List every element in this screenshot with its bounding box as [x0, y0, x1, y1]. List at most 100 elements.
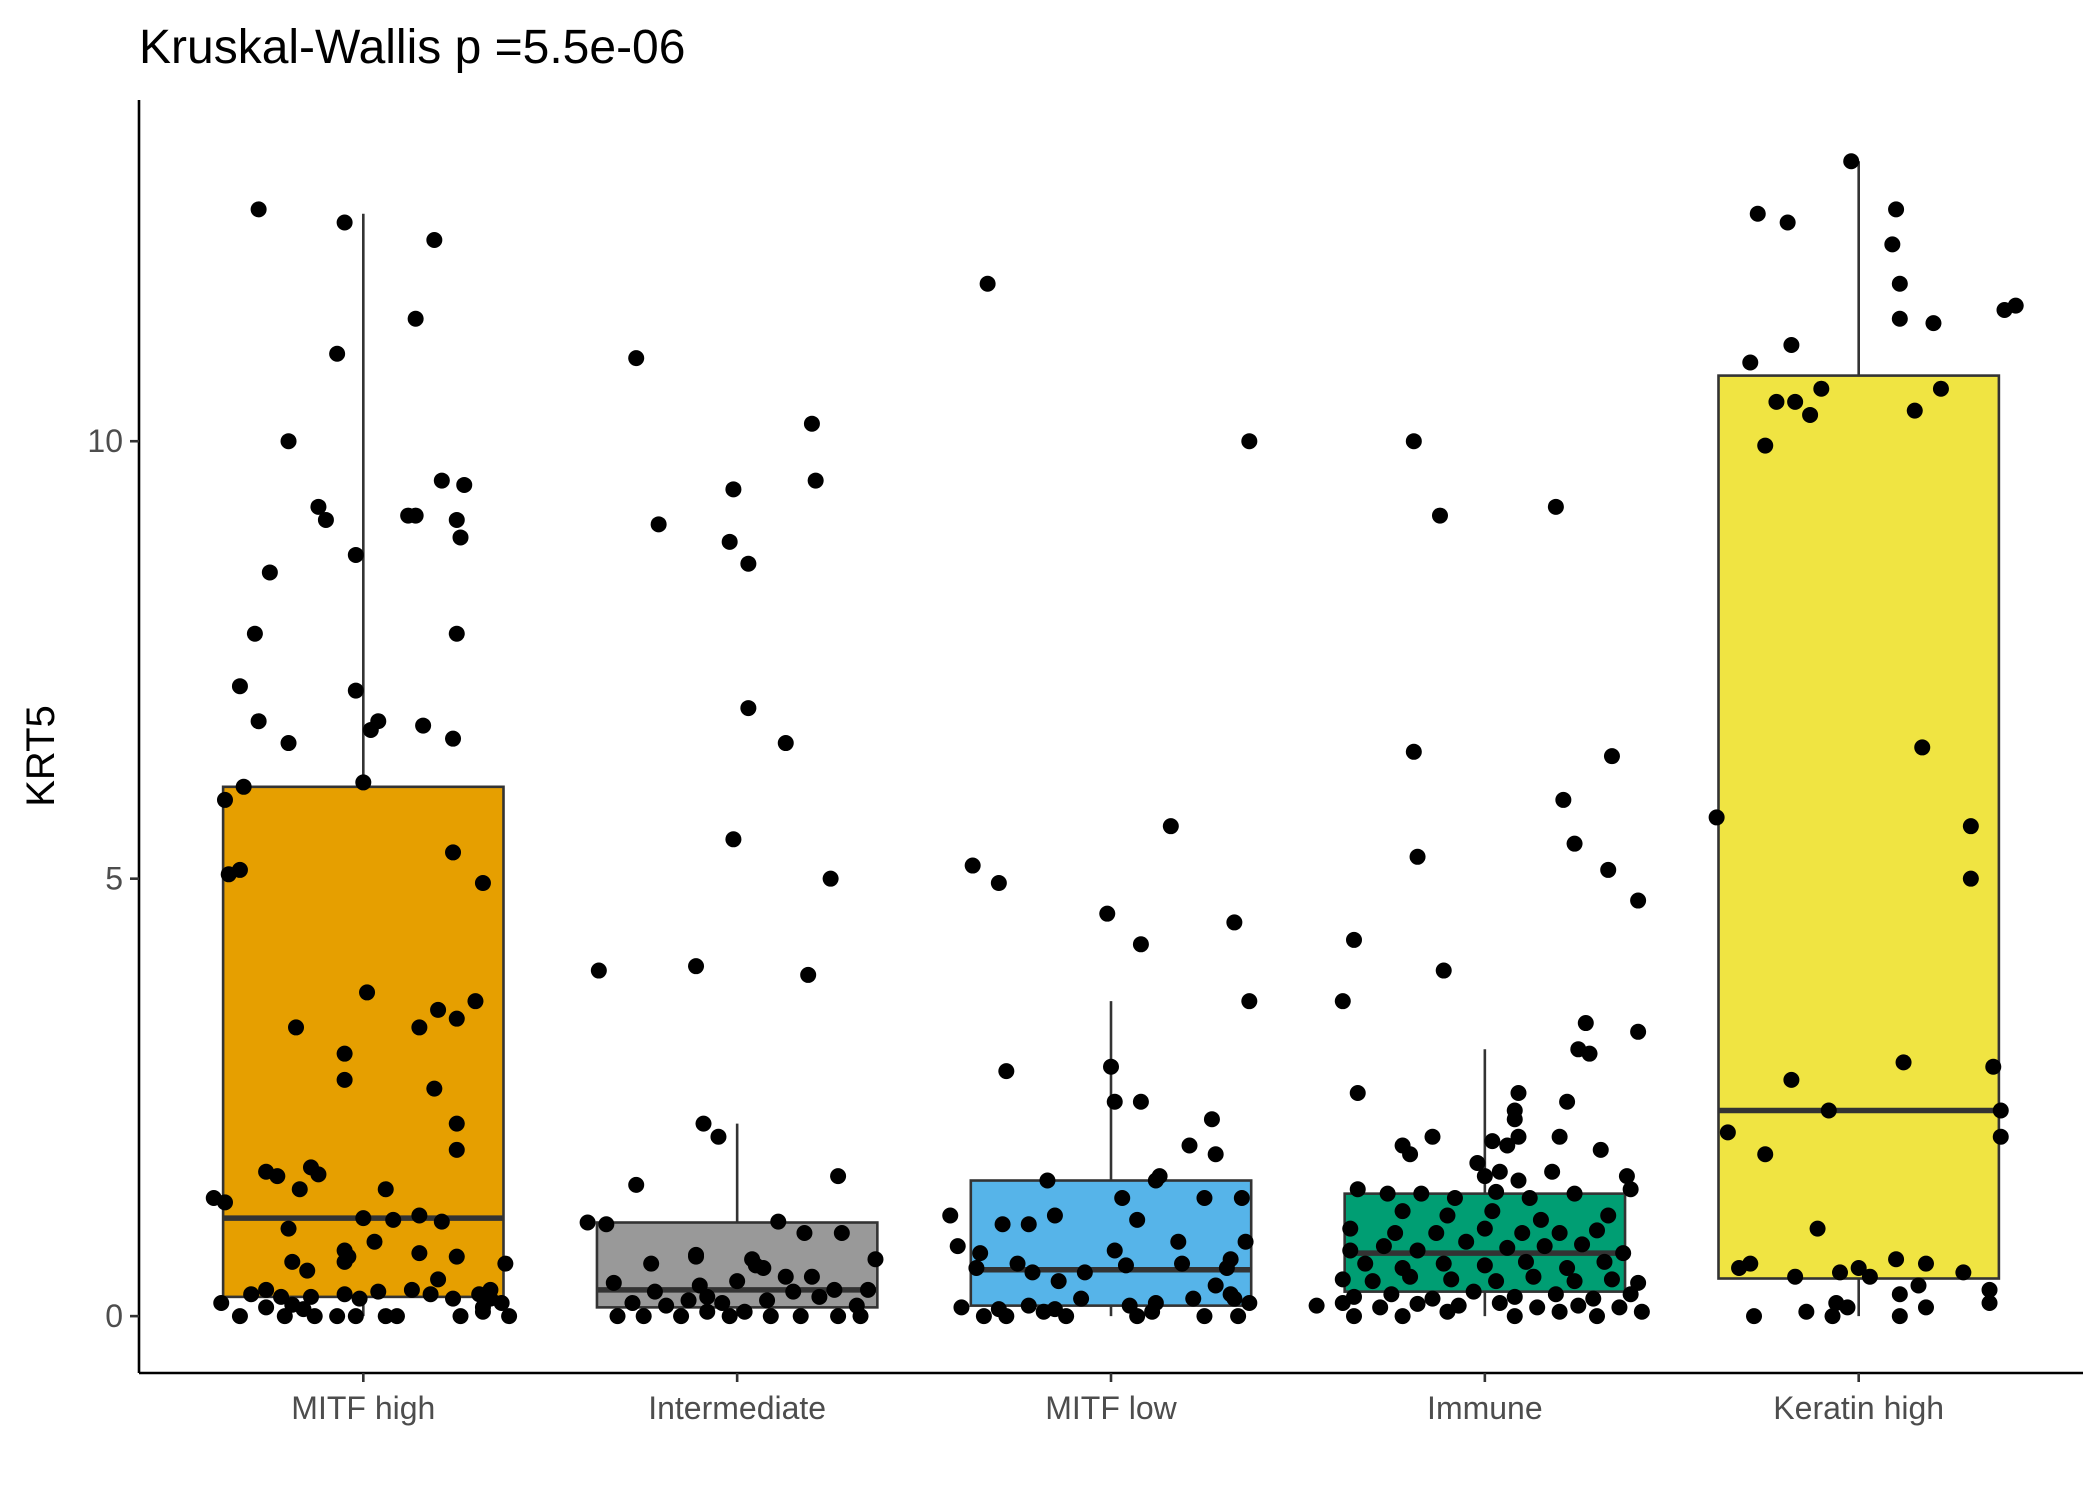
- data-point: [1207, 1146, 1224, 1163]
- data-point: [1719, 1124, 1736, 1141]
- data-point: [269, 1168, 286, 1185]
- data-point: [1439, 1207, 1456, 1224]
- data-point: [310, 498, 327, 515]
- data-point: [1615, 1245, 1632, 1262]
- data-point: [1962, 818, 1979, 835]
- data-point: [1891, 1308, 1908, 1325]
- data-point: [231, 678, 248, 695]
- data-point: [493, 1295, 510, 1312]
- data-point: [721, 1308, 738, 1325]
- data-point: [1409, 848, 1426, 865]
- data-point: [1346, 1308, 1362, 1325]
- data-point: [351, 1290, 368, 1307]
- data-point: [430, 1001, 447, 1018]
- data-point: [1559, 1093, 1576, 1110]
- data-point: [1465, 1283, 1482, 1300]
- data-point: [1308, 1297, 1325, 1314]
- data-point: [336, 214, 353, 231]
- data-point: [1630, 1274, 1647, 1291]
- data-point: [1585, 1290, 1602, 1307]
- data-point: [291, 1181, 308, 1198]
- data-point: [673, 1308, 690, 1325]
- data-point: [336, 1286, 353, 1303]
- data-point: [1484, 1133, 1501, 1150]
- data-point: [998, 1308, 1015, 1325]
- data-point: [852, 1308, 869, 1325]
- data-point: [1394, 1308, 1411, 1325]
- data-point: [1106, 1242, 1123, 1259]
- data-point: [1510, 1128, 1527, 1145]
- data-point: [691, 1277, 708, 1294]
- data-point: [777, 1268, 794, 1285]
- data-point: [1334, 1271, 1351, 1288]
- data-point: [1147, 1172, 1164, 1189]
- data-point: [377, 1181, 394, 1198]
- data-point: [1364, 1273, 1381, 1290]
- data-point: [990, 875, 1007, 892]
- data-point: [452, 529, 469, 546]
- data-point: [803, 415, 820, 432]
- data-point: [1992, 1128, 2009, 1145]
- data-point: [411, 1245, 428, 1262]
- data-point: [1843, 153, 1860, 170]
- data-point: [710, 1128, 727, 1145]
- data-point: [1798, 1303, 1815, 1320]
- data-point: [1484, 1203, 1501, 1220]
- data-point: [1476, 1257, 1493, 1274]
- data-point: [1476, 1220, 1493, 1237]
- data-point: [1618, 1168, 1635, 1185]
- data-point: [355, 1210, 372, 1227]
- data-point: [445, 730, 462, 747]
- data-point: [1566, 835, 1583, 852]
- data-point: [1073, 1290, 1090, 1307]
- data-point: [1633, 1303, 1650, 1320]
- data-point: [1106, 1093, 1123, 1110]
- data-point: [1409, 1242, 1426, 1259]
- data-point: [658, 1297, 675, 1314]
- data-point: [243, 1286, 260, 1303]
- data-point: [680, 1292, 697, 1309]
- data-point: [1230, 1308, 1247, 1325]
- data-point: [1058, 1308, 1075, 1325]
- data-point: [2007, 297, 2024, 314]
- data-point: [770, 1213, 787, 1230]
- data-point: [953, 1299, 970, 1316]
- data-point: [1435, 1255, 1452, 1272]
- data-point: [1020, 1216, 1037, 1233]
- data-point: [422, 1286, 439, 1303]
- data-point: [1458, 1233, 1475, 1250]
- data-point: [1114, 1190, 1131, 1207]
- data-point: [714, 1295, 731, 1312]
- data-point: [1428, 1225, 1445, 1242]
- data-point: [1547, 1286, 1564, 1303]
- data-point: [1099, 905, 1116, 922]
- data-point: [762, 1308, 779, 1325]
- data-point: [336, 1071, 353, 1088]
- data-point: [998, 1063, 1015, 1080]
- data-point: [833, 1225, 850, 1242]
- data-point: [1551, 1225, 1568, 1242]
- data-point: [1334, 1295, 1351, 1312]
- data-point: [628, 1176, 645, 1193]
- data-point: [1491, 1163, 1508, 1180]
- data-point: [1132, 1093, 1149, 1110]
- data-point: [975, 1308, 992, 1325]
- data-point: [1630, 892, 1647, 909]
- data-point: [366, 1233, 383, 1250]
- data-point: [643, 1255, 660, 1272]
- data-point: [792, 1308, 809, 1325]
- data-point: [688, 1248, 705, 1265]
- data-point: [1488, 1183, 1505, 1200]
- data-point: [1237, 1233, 1254, 1250]
- y-ticks: 0 5 10: [87, 423, 139, 1334]
- data-point: [1600, 861, 1617, 878]
- data-point: [796, 1225, 813, 1242]
- data-point: [826, 1281, 843, 1298]
- data-point: [1405, 433, 1422, 450]
- data-point: [403, 1281, 420, 1298]
- data-point: [1196, 1308, 1213, 1325]
- data-point: [1132, 936, 1149, 953]
- data-point: [336, 1253, 353, 1270]
- data-point: [1589, 1308, 1605, 1325]
- data-point: [1544, 1163, 1561, 1180]
